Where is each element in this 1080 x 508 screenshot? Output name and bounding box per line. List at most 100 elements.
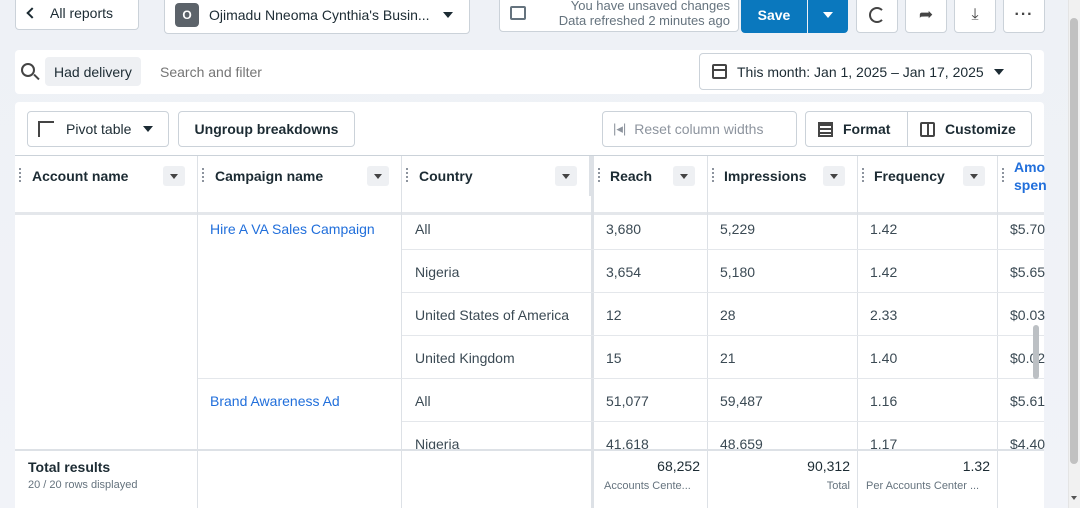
country-cell: All (415, 221, 431, 237)
reset-column-widths-button[interactable]: |◂| Reset column widths (602, 111, 797, 147)
account-selector[interactable]: O Ojimadu Nneoma Cynthia's Busin... (164, 0, 470, 34)
country-cell: Nigeria (415, 436, 460, 452)
column-resize-icon: |◂| (613, 121, 627, 136)
refresh-icon (869, 6, 885, 23)
country-cell: All (415, 393, 431, 409)
chevron-left-icon (26, 7, 38, 19)
column-drag-handle[interactable] (598, 168, 600, 184)
column-header-frequency[interactable]: Frequency (858, 156, 998, 196)
all-reports-button[interactable]: All reports (15, 0, 139, 30)
customize-icon (920, 121, 935, 137)
ungroup-breakdowns-label: Ungroup breakdowns (194, 121, 339, 137)
column-drag-handle[interactable] (712, 168, 714, 184)
save-button[interactable]: Save (741, 0, 807, 33)
column-sort-button[interactable] (163, 166, 185, 186)
reach-cell: 15 (606, 350, 622, 366)
chevron-down-icon (830, 173, 838, 179)
column-drag-handle[interactable] (202, 168, 204, 184)
total-results-title: Total results (28, 459, 111, 475)
column-drag-handle[interactable] (1002, 168, 1004, 184)
column-header-country[interactable]: Country (402, 156, 592, 196)
column-header-campaign-name[interactable]: Campaign name (198, 156, 402, 196)
column-header-label: Frequency (874, 168, 945, 184)
save-label: Save (757, 6, 791, 23)
pivot-table-label: Pivot table (66, 121, 132, 137)
amount-cell: $5.65 (1010, 264, 1046, 280)
amount-cell: $0.02 (1010, 350, 1046, 366)
customize-button[interactable]: Customize (907, 111, 1032, 147)
chevron-down-icon (680, 173, 688, 179)
campaign-link[interactable]: Hire A VA Sales Campaign (210, 221, 375, 237)
frequency-cell: 1.40 (870, 350, 898, 366)
frequency-cell: 1.42 (870, 221, 898, 237)
share-button[interactable]: ➦ (905, 0, 947, 33)
all-reports-label: All reports (50, 5, 114, 21)
refreshed-text: Data refreshed 2 minutes ago (558, 13, 730, 28)
impressions-total-sub: Total (826, 480, 850, 492)
pivot-table-button[interactable]: Pivot table (27, 111, 169, 147)
unsaved-text: You have unsaved changes (570, 0, 730, 13)
chevron-down-icon (562, 173, 570, 179)
impressions-cell: 59,487 (720, 393, 763, 409)
filter-chip-had-delivery[interactable]: Had delivery (45, 57, 141, 86)
column-header-account-name[interactable]: Account name (15, 156, 198, 196)
date-range-picker[interactable]: This month: Jan 1, 2025 – Jan 17, 2025 (699, 53, 1032, 90)
chevron-down-icon (993, 68, 1004, 75)
frequency-total-sub: Per Accounts Center ... (866, 480, 980, 492)
column-sort-button[interactable] (823, 166, 845, 186)
column-header-label: Campaign name (215, 168, 324, 184)
column-sort-button[interactable] (963, 166, 985, 186)
more-icon: ··· (1014, 5, 1034, 23)
save-options-button[interactable] (808, 0, 848, 33)
campaign-link[interactable]: Brand Awareness Ad (210, 393, 340, 409)
impressions-cell: 28 (720, 307, 736, 323)
frequency-cell: 1.17 (870, 436, 898, 452)
scroll-down-arrow-icon[interactable] (1071, 496, 1077, 500)
rows-displayed-text: 20 / 20 rows displayed (28, 479, 138, 491)
column-drag-handle[interactable] (406, 168, 408, 184)
impressions-total: 90,312 (807, 458, 850, 474)
chevron-down-icon (143, 126, 154, 132)
reach-cell: 12 (606, 307, 622, 323)
search-icon-handle (33, 73, 40, 81)
total-results-row (15, 449, 1044, 508)
column-header-label: spen (1014, 177, 1047, 193)
impressions-cell: 21 (720, 350, 736, 366)
reach-total: 68,252 (657, 458, 700, 474)
reach-cell: 41,618 (606, 436, 649, 452)
layers-icon (510, 6, 526, 20)
column-header-reach[interactable]: Reach (594, 156, 708, 196)
column-drag-handle[interactable] (862, 168, 864, 184)
ungroup-breakdowns-button[interactable]: Ungroup breakdowns (178, 111, 355, 147)
column-sort-button[interactable] (367, 166, 389, 186)
reach-cell: 51,077 (606, 393, 649, 409)
more-options-button[interactable]: ··· (1003, 0, 1045, 33)
amount-cell: $4.40 (1010, 436, 1046, 452)
export-button[interactable]: ⤓ (954, 0, 996, 33)
format-button[interactable]: Format (805, 111, 908, 147)
format-icon (818, 121, 833, 137)
reset-column-widths-label: Reset column widths (634, 121, 764, 137)
download-icon: ⤓ (971, 5, 979, 23)
format-label: Format (843, 121, 891, 137)
page-scrollbar-thumb[interactable] (1070, 18, 1078, 464)
amount-cell: $5.61 (1010, 393, 1046, 409)
table-scroll-thumb[interactable] (1033, 325, 1039, 379)
calendar-icon (712, 64, 727, 79)
column-header-amount-spent[interactable]: Amo spen (998, 156, 1047, 196)
search-input[interactable] (160, 60, 660, 84)
pivot-icon (38, 121, 54, 137)
column-sort-button[interactable] (673, 166, 695, 186)
country-cell: United States of America (415, 307, 570, 323)
frequency-cell: 1.42 (870, 264, 898, 280)
impressions-cell: 5,180 (720, 264, 756, 280)
impressions-cell: 5,229 (720, 221, 756, 237)
column-drag-handle[interactable] (19, 168, 21, 184)
unsaved-changes-panel: You have unsaved changes Data refreshed … (499, 0, 739, 32)
refresh-button[interactable] (856, 0, 898, 33)
column-sort-button[interactable] (555, 166, 577, 186)
country-cell: United Kingdom (415, 350, 515, 366)
column-header-label: Country (419, 168, 473, 184)
column-header-impressions[interactable]: Impressions (708, 156, 858, 196)
date-range-label: This month: Jan 1, 2025 – Jan 17, 2025 (737, 63, 984, 80)
